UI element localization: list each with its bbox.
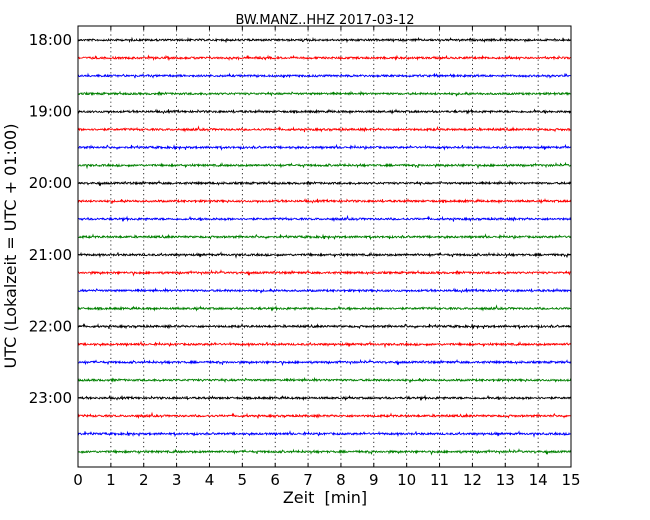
x-tick-label: 10 (397, 471, 416, 489)
x-tick-label: 0 (73, 471, 83, 489)
x-tick-label: 15 (561, 471, 580, 489)
x-tick-label: 14 (529, 471, 548, 489)
seismogram-trace-21:30 (77, 287, 572, 294)
y-axis-label: UTC (Lokalzeit = UTC + 01:00) (1, 124, 20, 369)
seismogram-trace-23:15 (77, 411, 572, 420)
seismogram-trace-19:15 (77, 125, 572, 133)
x-tick-label: 5 (238, 471, 248, 489)
seismogram-trace-19:00 (77, 108, 572, 115)
seismogram-trace-22:45 (77, 376, 572, 383)
x-tick-label: 7 (303, 471, 313, 489)
x-axis-ticks: 0 1 2 3 4 5 6 7 8 9 10 11 12 13 14 15 (73, 26, 581, 489)
seismogram-trace-18:45 (77, 90, 572, 97)
seismogram-trace-18:30 (77, 72, 572, 79)
seismogram-trace-20:30 (77, 214, 572, 223)
y-tick-label: 18:00 (29, 31, 72, 49)
seismogram-trace-18:00 (77, 36, 572, 44)
seismogram-trace-20:45 (77, 233, 572, 241)
y-tick-label: 19:00 (29, 103, 72, 121)
seismogram-trace-21:00 (77, 251, 572, 259)
seismogram-traces (77, 36, 572, 456)
seismogram-trace-20:00 (77, 179, 572, 187)
seismogram-trace-23:00 (77, 394, 572, 402)
x-tick-label: 8 (336, 471, 346, 489)
seismogram-trace-23:45 (77, 448, 572, 456)
x-tick-label: 6 (270, 471, 280, 489)
seismogram-trace-20:15 (77, 198, 572, 205)
seismogram-trace-22:15 (77, 340, 572, 349)
x-axis-label: Zeit [min] (283, 488, 367, 507)
seismogram-trace-23:30 (77, 430, 572, 438)
chart-title: BW.MANZ..HHZ 2017-03-12 (235, 13, 414, 28)
x-tick-label: 1 (106, 471, 116, 489)
x-tick-label: 4 (205, 471, 215, 489)
y-axis-ticks: 18:00 19:00 20:00 21:00 22:00 23:00 (29, 31, 571, 407)
x-tick-label: 9 (369, 471, 379, 489)
y-tick-label: 20:00 (29, 174, 72, 192)
y-tick-label: 21:00 (29, 246, 72, 264)
x-tick-label: 2 (139, 471, 149, 489)
seismogram-trace-19:45 (77, 161, 572, 170)
plot-frame (77, 25, 572, 468)
seismogram-trace-22:00 (77, 322, 572, 330)
seismogram-trace-18:15 (77, 54, 572, 62)
x-tick-label: 12 (463, 471, 482, 489)
seismogram-trace-21:45 (77, 304, 572, 312)
seismogram-trace-22:30 (77, 358, 572, 367)
seismogram-trace-19:30 (77, 143, 572, 151)
y-tick-label: 22:00 (29, 317, 72, 335)
x-tick-label: 13 (496, 471, 515, 489)
vertical-grid (110, 26, 539, 467)
x-tick-label: 11 (430, 471, 449, 489)
x-tick-label: 3 (172, 471, 182, 489)
y-tick-label: 23:00 (29, 389, 72, 407)
seismogram-trace-21:15 (77, 269, 572, 277)
